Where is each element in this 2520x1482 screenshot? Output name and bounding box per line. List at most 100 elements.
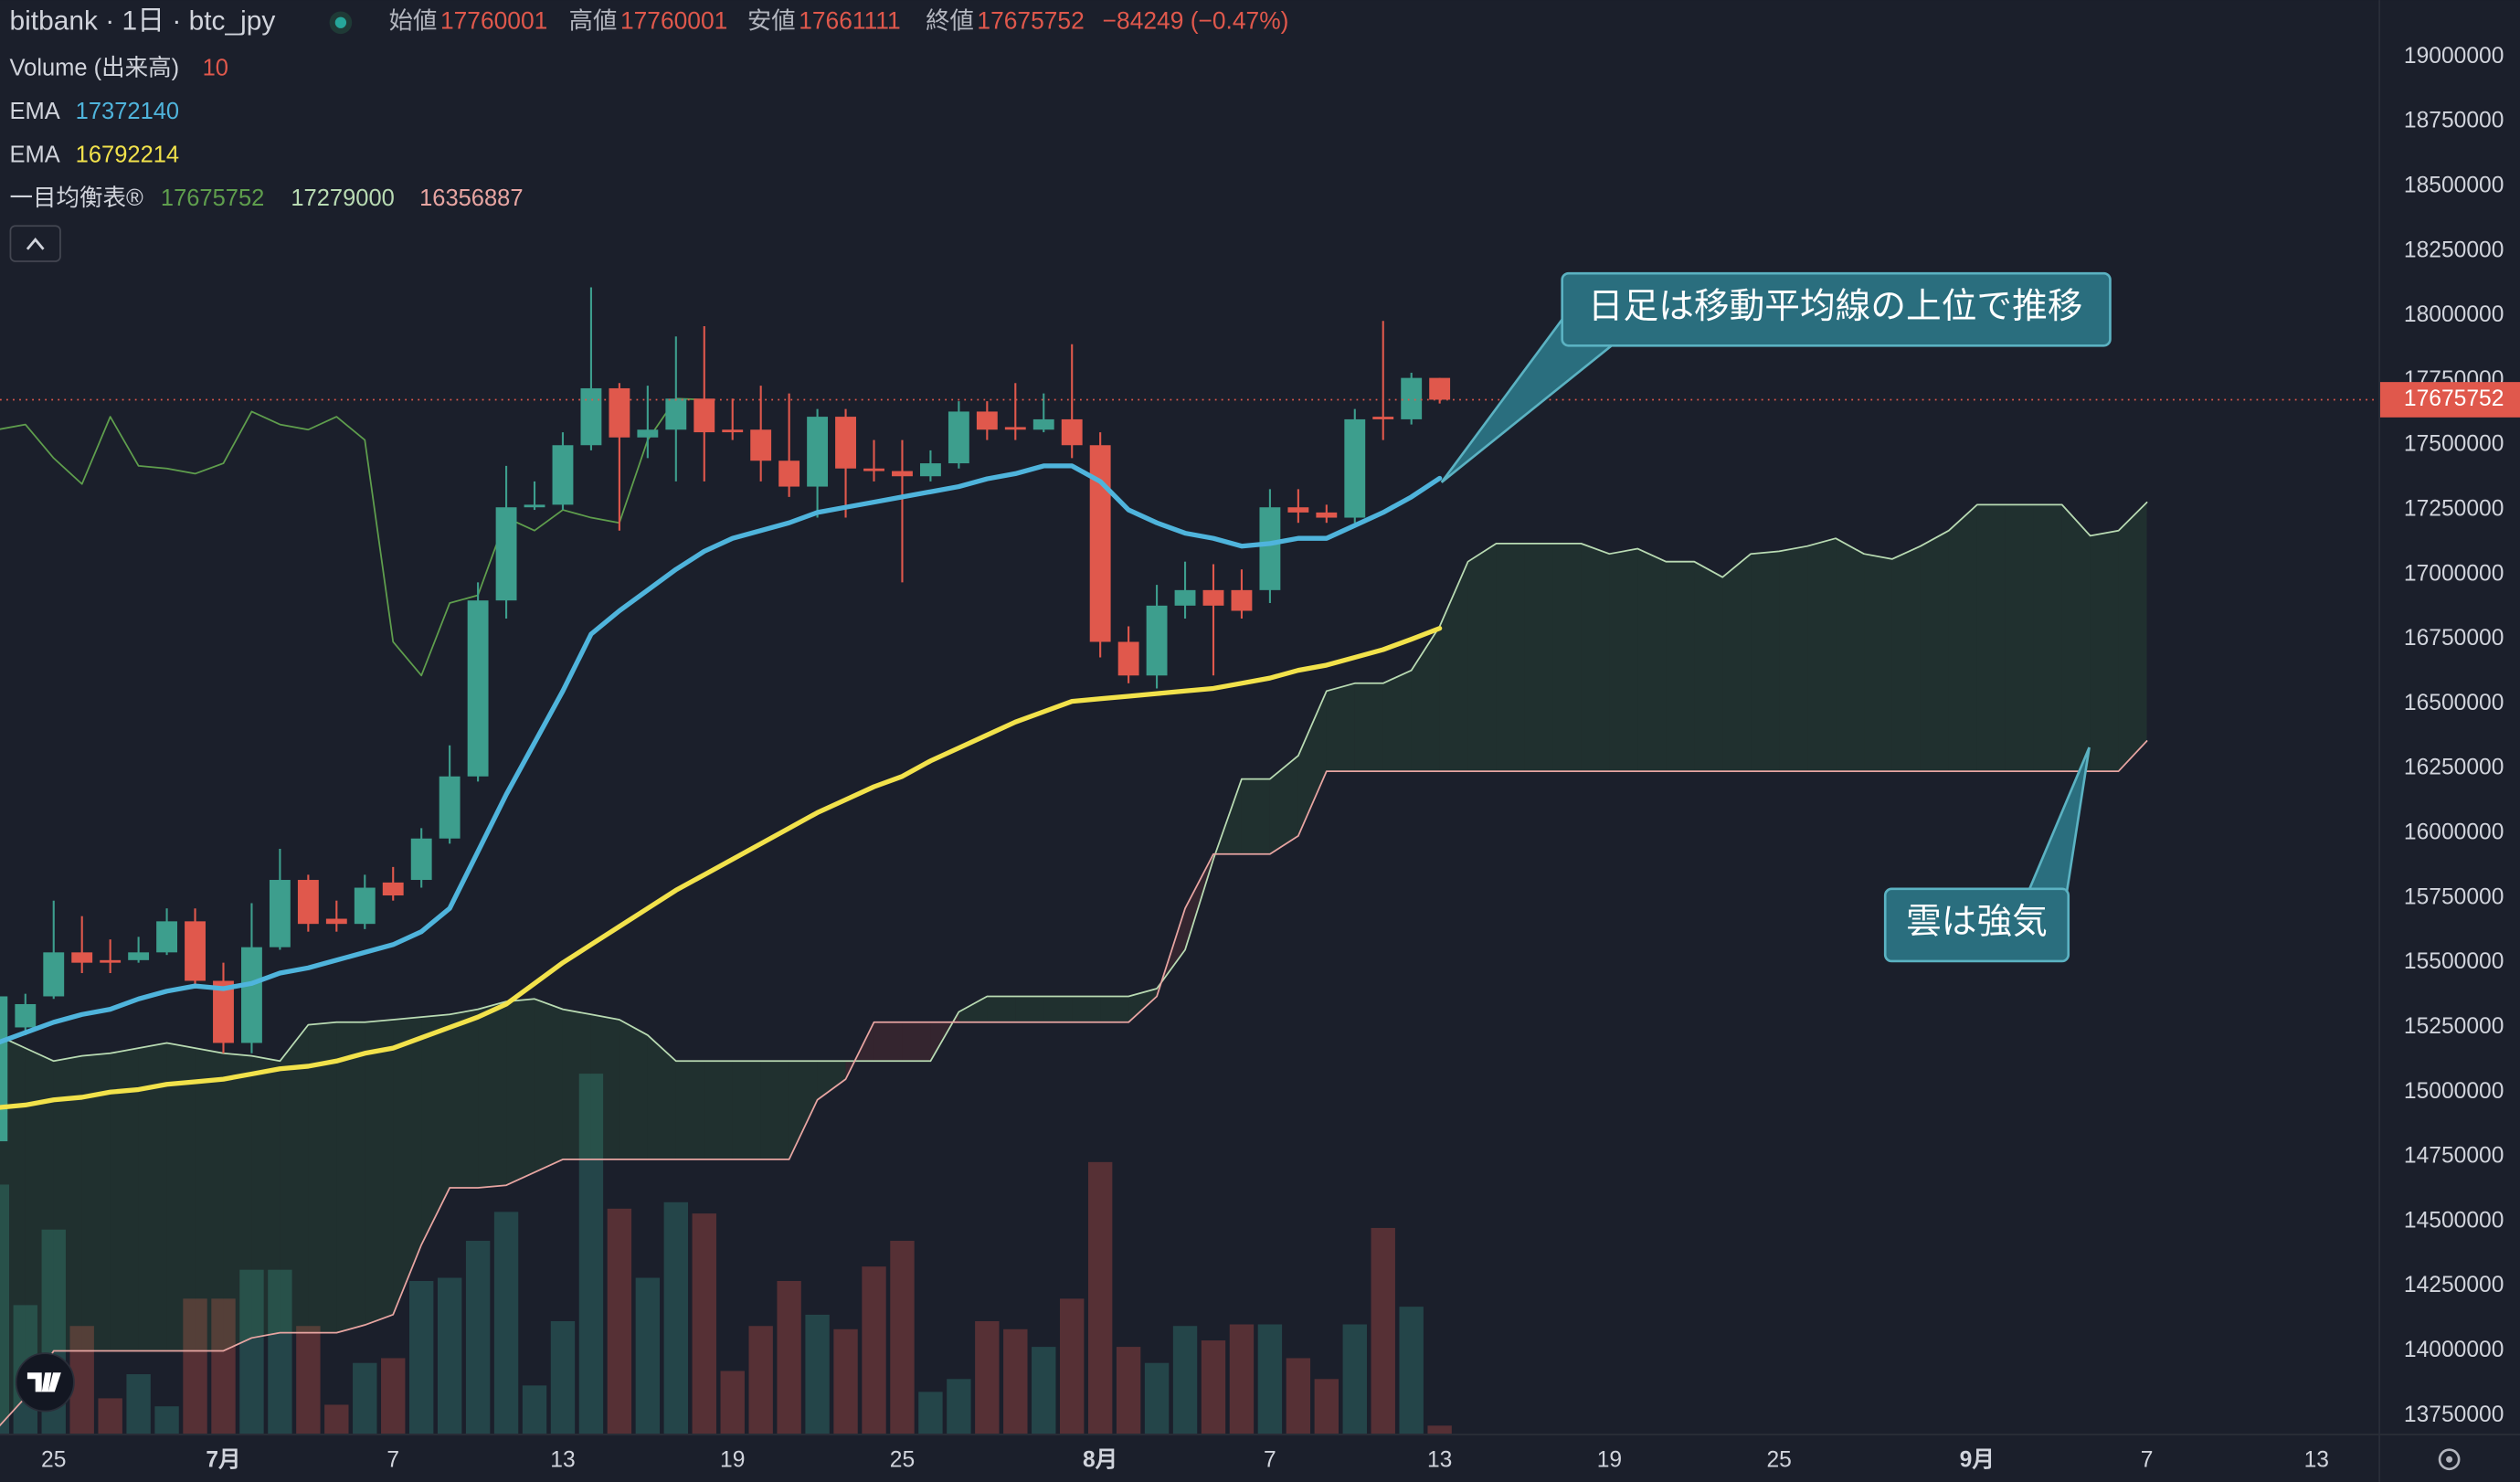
candle-body	[524, 504, 545, 508]
candle-body	[1117, 641, 1139, 676]
cloud-segment	[1326, 683, 1355, 772]
y-tick-label: 19000000	[2404, 44, 2504, 69]
y-tick-label: 18500000	[2404, 174, 2504, 198]
y-tick-label: 14250000	[2404, 1273, 2504, 1297]
cloud-segment	[1552, 543, 1582, 772]
candle-body	[1259, 507, 1281, 590]
volume-bar	[947, 1379, 971, 1434]
open-label: 始値	[389, 7, 438, 35]
candle-body	[1316, 512, 1338, 518]
volume-bar	[211, 1298, 236, 1434]
cloud-segment	[1948, 504, 1977, 772]
legend-volume: Volume (出来高)	[10, 56, 180, 81]
settings-icon[interactable]	[2438, 1448, 2461, 1471]
candle-body	[297, 880, 319, 925]
volume-bar	[1229, 1324, 1255, 1434]
y-tick-label: 14750000	[2404, 1144, 2504, 1169]
cloud-segment	[1100, 996, 1129, 1022]
legend-ichimoku-value: 16356887	[419, 185, 523, 211]
cloud-segment	[1920, 530, 1949, 772]
candle-body	[354, 887, 376, 925]
legend-ema-value: 16792214	[76, 142, 179, 167]
y-tick-label: 16500000	[2404, 691, 2504, 715]
x-tick-label: 9月	[1960, 1448, 1995, 1473]
volume-bar	[522, 1385, 547, 1434]
candle-body	[241, 947, 262, 1043]
volume-bar	[1003, 1329, 1028, 1434]
cloud-segment	[25, 1048, 54, 1398]
cloud-segment	[1836, 538, 1865, 772]
cloud-segment	[2090, 530, 2119, 772]
cloud-segment	[393, 1017, 422, 1315]
candle-body	[269, 880, 291, 947]
candle-body	[0, 996, 8, 1142]
cloud-segment	[1751, 551, 1780, 772]
cloud-segment	[1128, 988, 1158, 1022]
cloud-segment	[590, 1014, 619, 1159]
cloud-segment	[987, 996, 1016, 1022]
volume-bar	[1144, 1362, 1170, 1434]
candle-body	[835, 417, 856, 469]
y-tick-label: 15000000	[2404, 1079, 2504, 1104]
volume-bar	[918, 1392, 943, 1434]
cloud-segment	[1043, 996, 1073, 1022]
status-dot	[334, 16, 347, 28]
cloud-segment	[1354, 683, 1383, 772]
volume-bar	[862, 1266, 886, 1434]
symbol-title: bitbank · 1日 · btc_jpy	[10, 6, 276, 37]
open-value: 17760001	[440, 7, 547, 35]
candle-body	[1287, 507, 1309, 513]
cloud-segment	[1722, 554, 1752, 772]
candle-body	[948, 411, 969, 464]
cloud-segment	[1072, 996, 1101, 1022]
candle-body	[863, 468, 884, 471]
candle-body	[128, 952, 150, 960]
cloud-segment	[1637, 548, 1667, 772]
volume-bar	[183, 1298, 207, 1434]
cloud-segment	[1467, 543, 1497, 772]
ichimoku-layer	[0, 397, 2148, 1427]
plot-area	[0, 287, 2379, 1434]
volume-bar	[975, 1320, 1000, 1434]
y-tick-label: 17000000	[2404, 561, 2504, 586]
x-tick-label: 19	[720, 1448, 745, 1473]
candle-body	[722, 429, 744, 433]
candle-body	[1429, 377, 1451, 400]
volume-bar	[748, 1326, 773, 1434]
volume-bar	[1286, 1358, 1311, 1434]
cloud-segment	[1864, 554, 1892, 772]
volume-bar	[607, 1208, 632, 1434]
candle-body	[43, 952, 65, 997]
y-tick-label: 16250000	[2404, 756, 2504, 780]
y-tick-label: 14500000	[2404, 1208, 2504, 1233]
candle-body	[637, 429, 659, 438]
volume-bar	[268, 1269, 292, 1434]
callout-joint	[2028, 890, 2066, 901]
legend-ema: EMA	[10, 142, 60, 167]
callout-joint	[1565, 321, 1614, 343]
collapse-legend-button[interactable]	[9, 225, 61, 262]
volume-bar	[437, 1277, 462, 1434]
cloud-segment	[1581, 543, 1610, 772]
candle-body	[1202, 589, 1224, 606]
cloud-segment	[732, 1061, 761, 1159]
cloud-segment	[874, 1022, 903, 1062]
volume-bar	[98, 1398, 122, 1434]
candle-body	[1089, 445, 1111, 642]
candle-body	[410, 838, 432, 881]
volume-bar	[324, 1404, 349, 1434]
cloud-segment	[2118, 502, 2147, 772]
cloud-segment	[535, 999, 563, 1173]
last-price-label: 17675752	[2404, 386, 2504, 411]
volume-bar	[663, 1201, 688, 1434]
y-tick-label: 15750000	[2404, 884, 2504, 909]
cloud-segment	[1411, 626, 1440, 772]
candle-body	[382, 882, 404, 896]
cloud-segment	[336, 1022, 365, 1333]
volume-bar	[465, 1241, 491, 1434]
settings-icon-core	[2446, 1456, 2453, 1463]
logo-mark	[26, 1372, 61, 1392]
legend-ema-value: 17372140	[76, 99, 179, 124]
candle-body	[580, 387, 602, 446]
cloud-segment	[902, 1022, 931, 1062]
